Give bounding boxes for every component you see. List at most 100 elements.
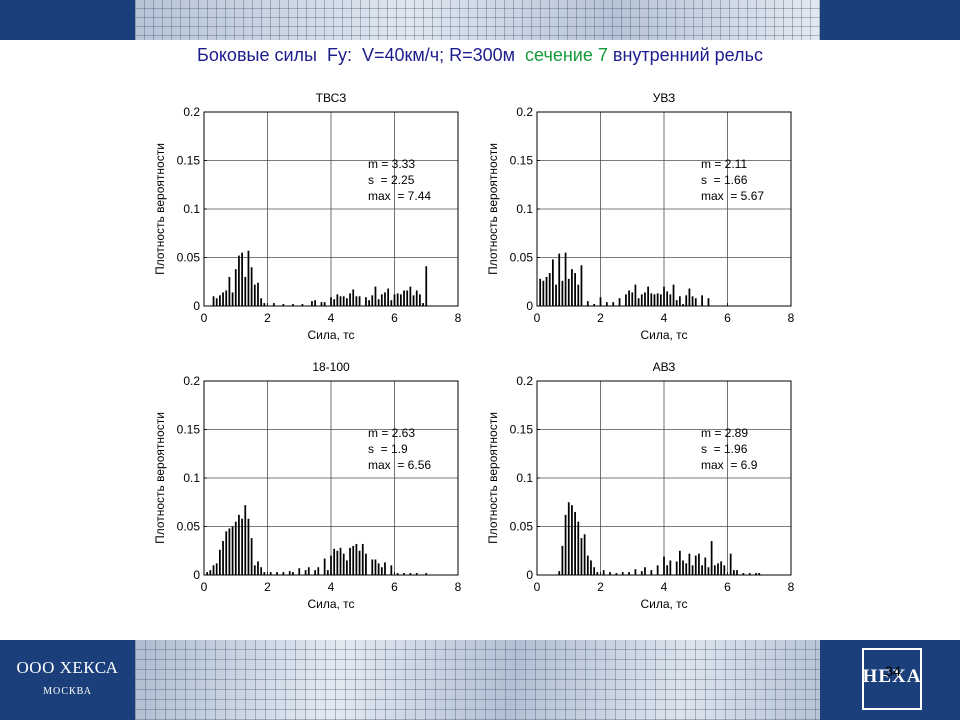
histogram-bar [663, 286, 665, 306]
histogram-bar [247, 518, 250, 575]
histogram-bar [390, 300, 393, 306]
hexa-logo-text: HEXA [862, 666, 922, 687]
x-tick-label: 0 [201, 311, 208, 325]
histogram-bar [425, 266, 428, 306]
histogram-bar [371, 559, 374, 575]
histogram-bar [365, 297, 367, 306]
y-tick-label: 0 [526, 299, 533, 313]
histogram-bar [425, 573, 428, 575]
histogram-bar [755, 573, 757, 575]
histogram-bar [234, 521, 237, 575]
histogram-bar [621, 572, 624, 575]
page-title: Боковые силы Fy: V=40км/ч; R=300м сечени… [0, 45, 960, 66]
bottom-banner [0, 640, 960, 720]
chart-title: УВЗ [653, 91, 675, 105]
stats-annotation: s = 1.96 [701, 442, 748, 456]
histogram-bar [571, 505, 573, 575]
x-axis-label: Сила, тс [640, 597, 687, 611]
x-tick-label: 6 [724, 580, 731, 594]
histogram-bar [253, 565, 256, 575]
x-tick-label: 2 [264, 580, 271, 594]
histogram-bar [625, 294, 627, 306]
histogram-bar [580, 538, 583, 575]
histogram-bar [552, 259, 554, 306]
x-axis-label: Сила, тс [307, 597, 354, 611]
histogram-bar [396, 293, 399, 306]
histogram-bar [371, 295, 374, 306]
histogram-bar [342, 553, 345, 575]
histogram-bar [564, 252, 567, 306]
histogram-bar [228, 276, 231, 306]
histogram-bar [234, 269, 237, 306]
histogram-bar [656, 293, 659, 306]
page-number: 34 [885, 663, 901, 679]
x-tick-label: 6 [724, 311, 731, 325]
stats-annotation: s = 2.25 [368, 173, 415, 187]
histogram-bar [292, 304, 294, 306]
histogram-bar [377, 299, 380, 306]
histogram-bar [326, 570, 329, 575]
x-tick-label: 0 [534, 580, 541, 594]
chart-title: АВЗ [653, 360, 676, 374]
y-tick-label: 0.2 [183, 105, 200, 119]
histogram-bar [206, 572, 209, 575]
histogram-bar [688, 553, 691, 575]
histogram-bar [219, 549, 221, 575]
histogram-bar [596, 572, 599, 575]
histogram-bar [225, 531, 228, 575]
histogram-bar [669, 560, 672, 575]
stats-annotation: m = 2.11 [701, 157, 747, 171]
histogram-bar [586, 555, 589, 575]
x-tick-label: 8 [788, 311, 795, 325]
histogram-bar [583, 534, 586, 575]
histogram-bar [209, 570, 212, 575]
y-tick-label: 0.05 [177, 251, 201, 265]
stats-annotation: max = 6.56 [368, 458, 431, 472]
histogram-bar [758, 573, 761, 575]
x-tick-label: 0 [201, 580, 208, 594]
histogram-bar [732, 570, 735, 575]
histogram-bar [412, 295, 415, 306]
histogram-bar [244, 276, 247, 306]
x-axis-label: Сила, тс [640, 328, 687, 342]
histogram-bar [396, 573, 399, 575]
stats-annotation: s = 1.9 [368, 442, 408, 456]
histogram-bar [577, 284, 580, 306]
histogram-bar [215, 563, 218, 575]
histogram-bar [723, 565, 726, 575]
x-tick-label: 4 [328, 580, 335, 594]
histogram-bar [222, 292, 224, 306]
histogram-bar [282, 304, 285, 306]
histogram-bar [701, 565, 703, 575]
histogram-bar [355, 296, 358, 306]
x-tick-label: 4 [328, 311, 335, 325]
y-tick-label: 0.1 [183, 202, 200, 216]
stats-annotation: max = 5.67 [701, 189, 764, 203]
histogram-bar [707, 567, 710, 575]
histogram-bar [355, 543, 358, 575]
histogram-bar [399, 294, 402, 306]
histogram-bar [637, 298, 640, 306]
y-tick-label: 0.2 [183, 374, 200, 388]
histogram-bar [314, 300, 316, 306]
histogram-bar [374, 286, 377, 306]
company-city: МОСКВА [43, 686, 92, 697]
histogram-bar [618, 298, 621, 306]
histogram-bar [685, 563, 688, 575]
y-axis-label: Плотность вероятности [153, 143, 167, 275]
histogram-bar [650, 570, 653, 575]
histogram-bar [720, 561, 723, 575]
histogram-bar [352, 289, 355, 306]
histogram-bar [640, 294, 643, 306]
histogram-bar [238, 514, 240, 575]
histogram-bar [231, 292, 234, 306]
histogram-bar [292, 572, 294, 575]
histogram-bar [349, 293, 351, 306]
histogram-bar [222, 541, 224, 575]
histogram-bar [707, 298, 710, 306]
y-tick-label: 0.2 [516, 105, 533, 119]
y-tick-label: 0.05 [510, 251, 534, 265]
histogram-bar [558, 571, 561, 575]
histogram-bar [339, 296, 342, 306]
histogram-bar [672, 284, 675, 306]
